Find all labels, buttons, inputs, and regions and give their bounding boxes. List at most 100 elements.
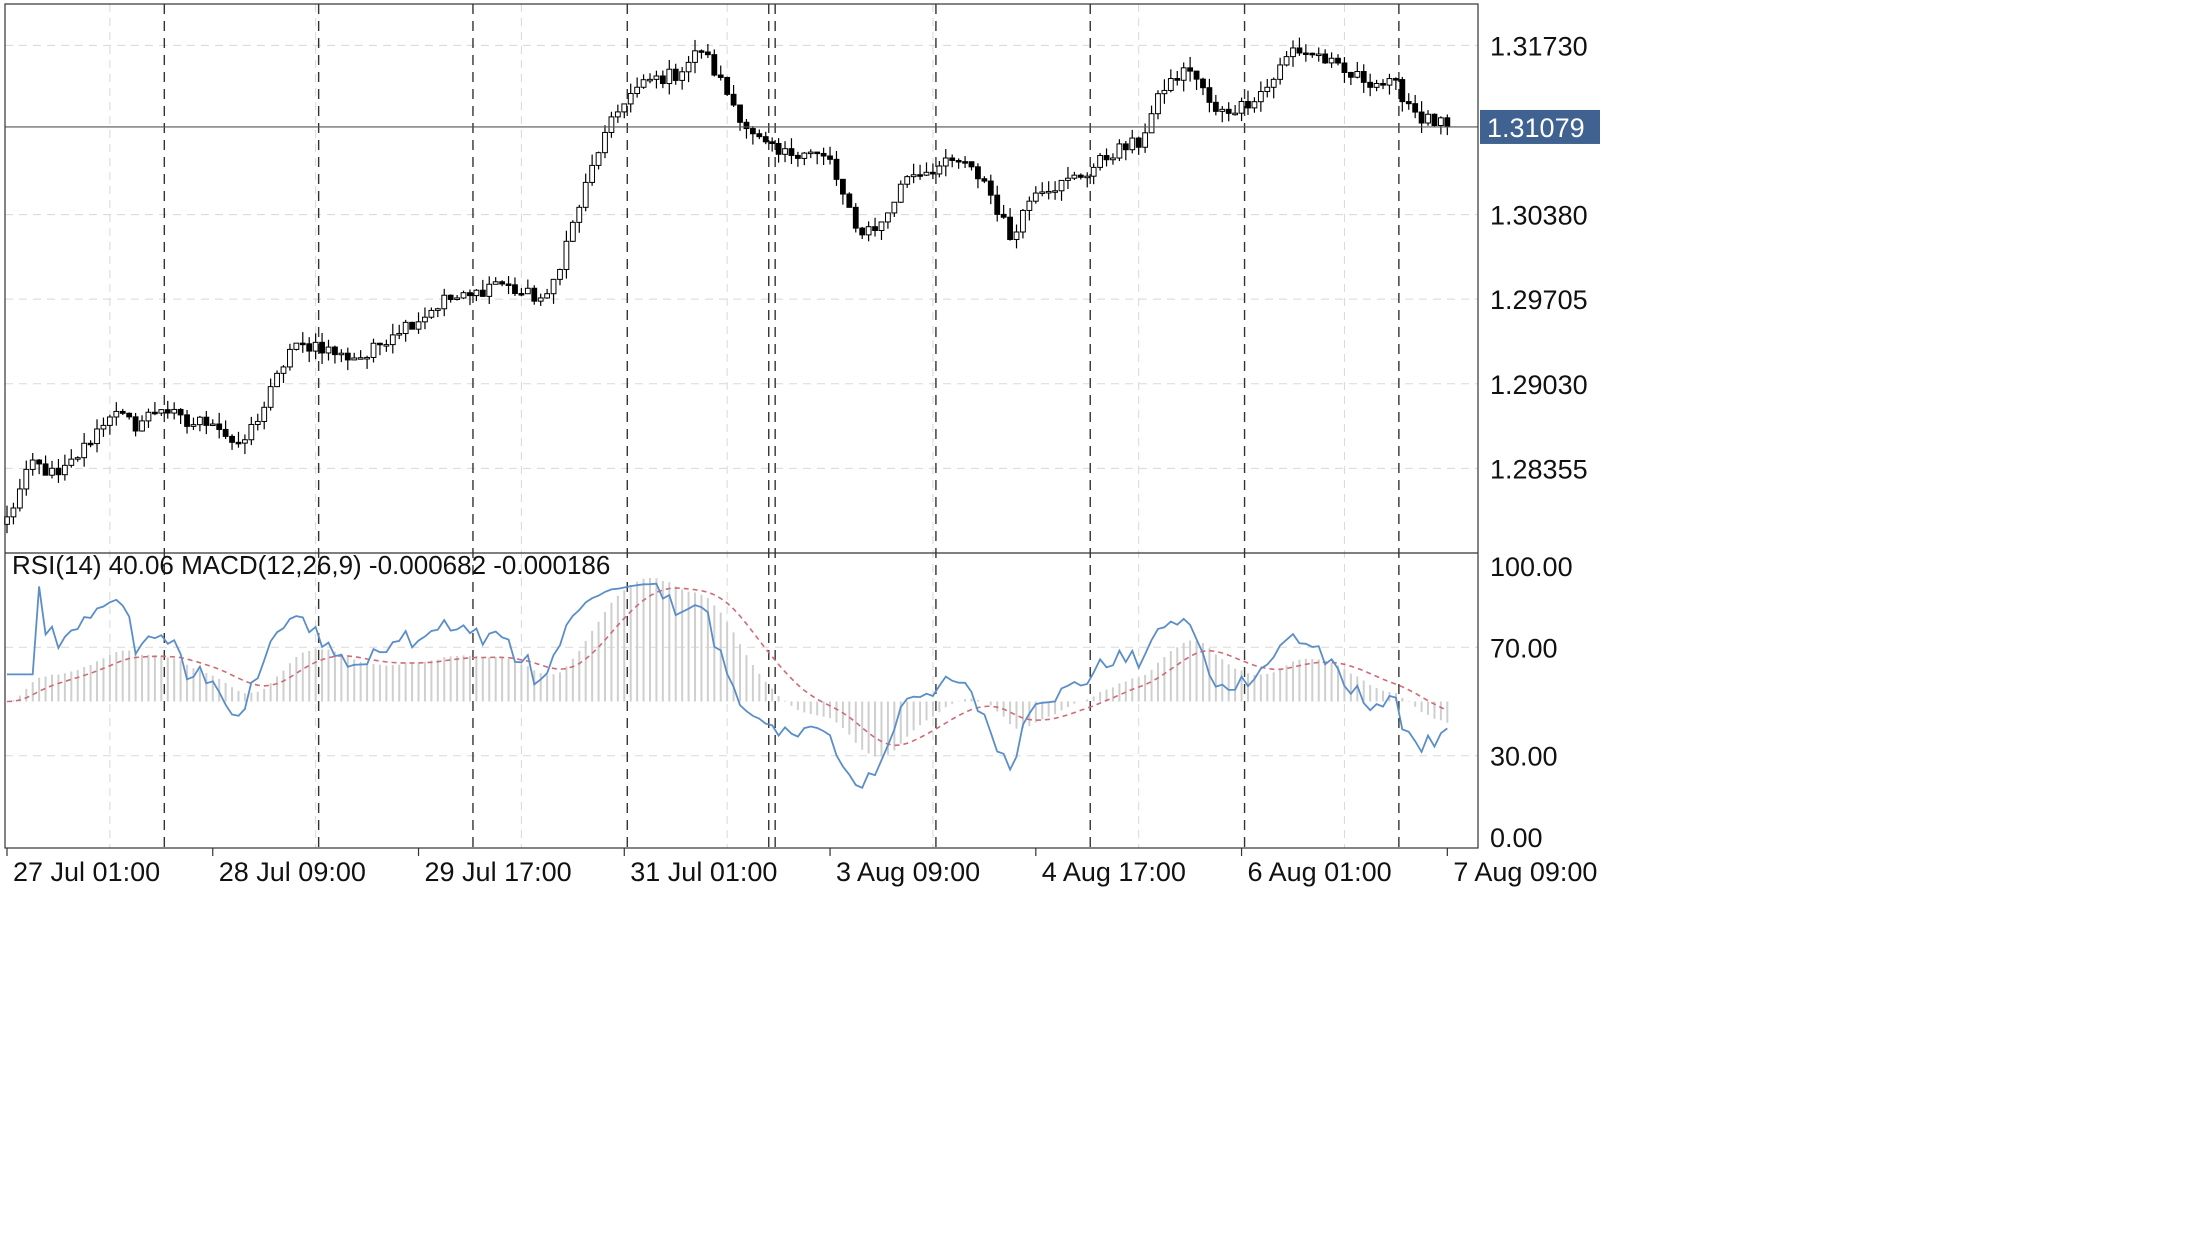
indicator-tick-label: 0.00: [1490, 823, 1543, 853]
candle-bearish: [1212, 101, 1219, 112]
candle-bearish: [820, 152, 827, 157]
candle-bullish: [74, 457, 81, 460]
candle-bearish: [1296, 47, 1303, 54]
candle-bullish: [537, 297, 544, 302]
candle-bearish: [968, 161, 975, 168]
candle-bullish: [248, 423, 255, 441]
candle-bearish: [1309, 52, 1316, 56]
candle-bullish: [1277, 64, 1284, 80]
candle-bullish: [1251, 101, 1258, 109]
candle-bullish: [492, 281, 499, 285]
candle-bullish: [422, 316, 428, 323]
session-separators: [163, 4, 1400, 848]
candle-bullish: [190, 424, 197, 427]
candle-bearish: [775, 142, 782, 155]
candle-bearish: [1302, 52, 1309, 56]
candle-bullish: [1013, 231, 1020, 240]
candle-bullish: [139, 420, 145, 432]
candle-bearish: [975, 166, 981, 180]
macd-signal-line: [6, 587, 1448, 747]
candle-bearish: [55, 467, 62, 476]
current-price-tag: 1.31079: [1480, 109, 1600, 144]
indicator-tick-label: 70.00: [1490, 633, 1558, 663]
candle-bearish: [1431, 113, 1438, 127]
candle-bearish: [756, 133, 763, 138]
candle-bearish: [955, 159, 962, 163]
candle-bullish: [1065, 177, 1071, 181]
candle-bearish: [164, 409, 171, 414]
candle-bearish: [505, 283, 512, 286]
candle-bullish: [1020, 209, 1026, 233]
candle-bearish: [319, 341, 325, 354]
candle-bearish: [235, 441, 242, 445]
candle-bearish: [42, 463, 49, 476]
candle-bearish: [332, 346, 338, 356]
candle-bullish: [100, 424, 107, 430]
candle-bullish: [1058, 179, 1065, 192]
candle-bullish: [61, 464, 68, 476]
candle-bearish: [184, 414, 190, 427]
candle-bearish: [717, 74, 724, 78]
price-axis: 1.31730 1.30380 1.29705 1.29030 1.28355: [1490, 31, 1588, 484]
candle-bearish: [1077, 174, 1084, 178]
candle-bullish: [878, 221, 885, 231]
candle-bearish: [1367, 81, 1374, 88]
candle-bullish: [544, 293, 551, 299]
candle-bearish: [1322, 53, 1329, 64]
candle-bearish: [1193, 70, 1200, 80]
candle-bearish: [409, 321, 415, 330]
candle-bullish: [692, 50, 698, 63]
candle-bullish: [524, 287, 531, 295]
candle-bearish: [1245, 100, 1251, 109]
candle-bearish: [827, 155, 833, 160]
candle-bullish: [1097, 155, 1103, 168]
candle-bearish: [1392, 78, 1399, 81]
candle-bullish: [1045, 190, 1052, 194]
candle-bullish: [1142, 132, 1149, 148]
candle-bearish: [872, 226, 878, 231]
candle-bullish: [434, 308, 441, 311]
candle-bearish: [1007, 216, 1013, 240]
candle-bearish: [730, 93, 737, 106]
candle-bullish: [865, 226, 872, 236]
candle-bearish: [518, 293, 525, 296]
candle-bearish: [1000, 213, 1007, 218]
price-tag-box: [1480, 109, 1600, 144]
candle-bearish: [846, 193, 853, 208]
candle-bearish: [1405, 101, 1412, 105]
time-tick-label: 29 Jul 17:00: [425, 857, 572, 887]
candle-bullish: [653, 75, 660, 80]
candle-bullish: [1032, 192, 1039, 202]
candle-bullish: [370, 342, 377, 358]
candlestick-series[interactable]: [4, 37, 1451, 534]
candle-bearish: [87, 442, 94, 446]
candle-bullish: [473, 289, 480, 297]
candle-bearish: [724, 76, 731, 95]
candle-bullish: [801, 152, 808, 159]
candle-bullish: [1180, 67, 1187, 81]
candle-bullish: [1328, 57, 1335, 64]
candle-bullish: [364, 356, 370, 360]
candle-bullish: [1315, 53, 1322, 57]
candle-bearish: [1135, 137, 1142, 148]
candle-bearish: [126, 412, 133, 418]
candle-bullish: [640, 79, 647, 88]
candle-bullish: [402, 321, 409, 335]
candle-bullish: [891, 201, 898, 214]
candle-bullish: [1257, 91, 1264, 103]
candle-bearish: [479, 289, 486, 297]
candle-bearish: [36, 459, 43, 465]
candle-bullish: [94, 428, 100, 445]
candle-bullish: [171, 408, 178, 414]
candle-bullish: [1386, 78, 1393, 86]
indicator-tick-label: 100.00: [1490, 552, 1573, 582]
candle-bearish: [788, 148, 795, 156]
candle-bullish: [1354, 71, 1361, 78]
indicator-axis: 100.00 70.00 30.00 0.00: [1490, 552, 1573, 853]
candle-bullish: [1290, 47, 1296, 58]
candle-bearish: [711, 54, 718, 76]
candle-bearish: [762, 136, 769, 143]
candle-bearish: [1380, 82, 1386, 86]
